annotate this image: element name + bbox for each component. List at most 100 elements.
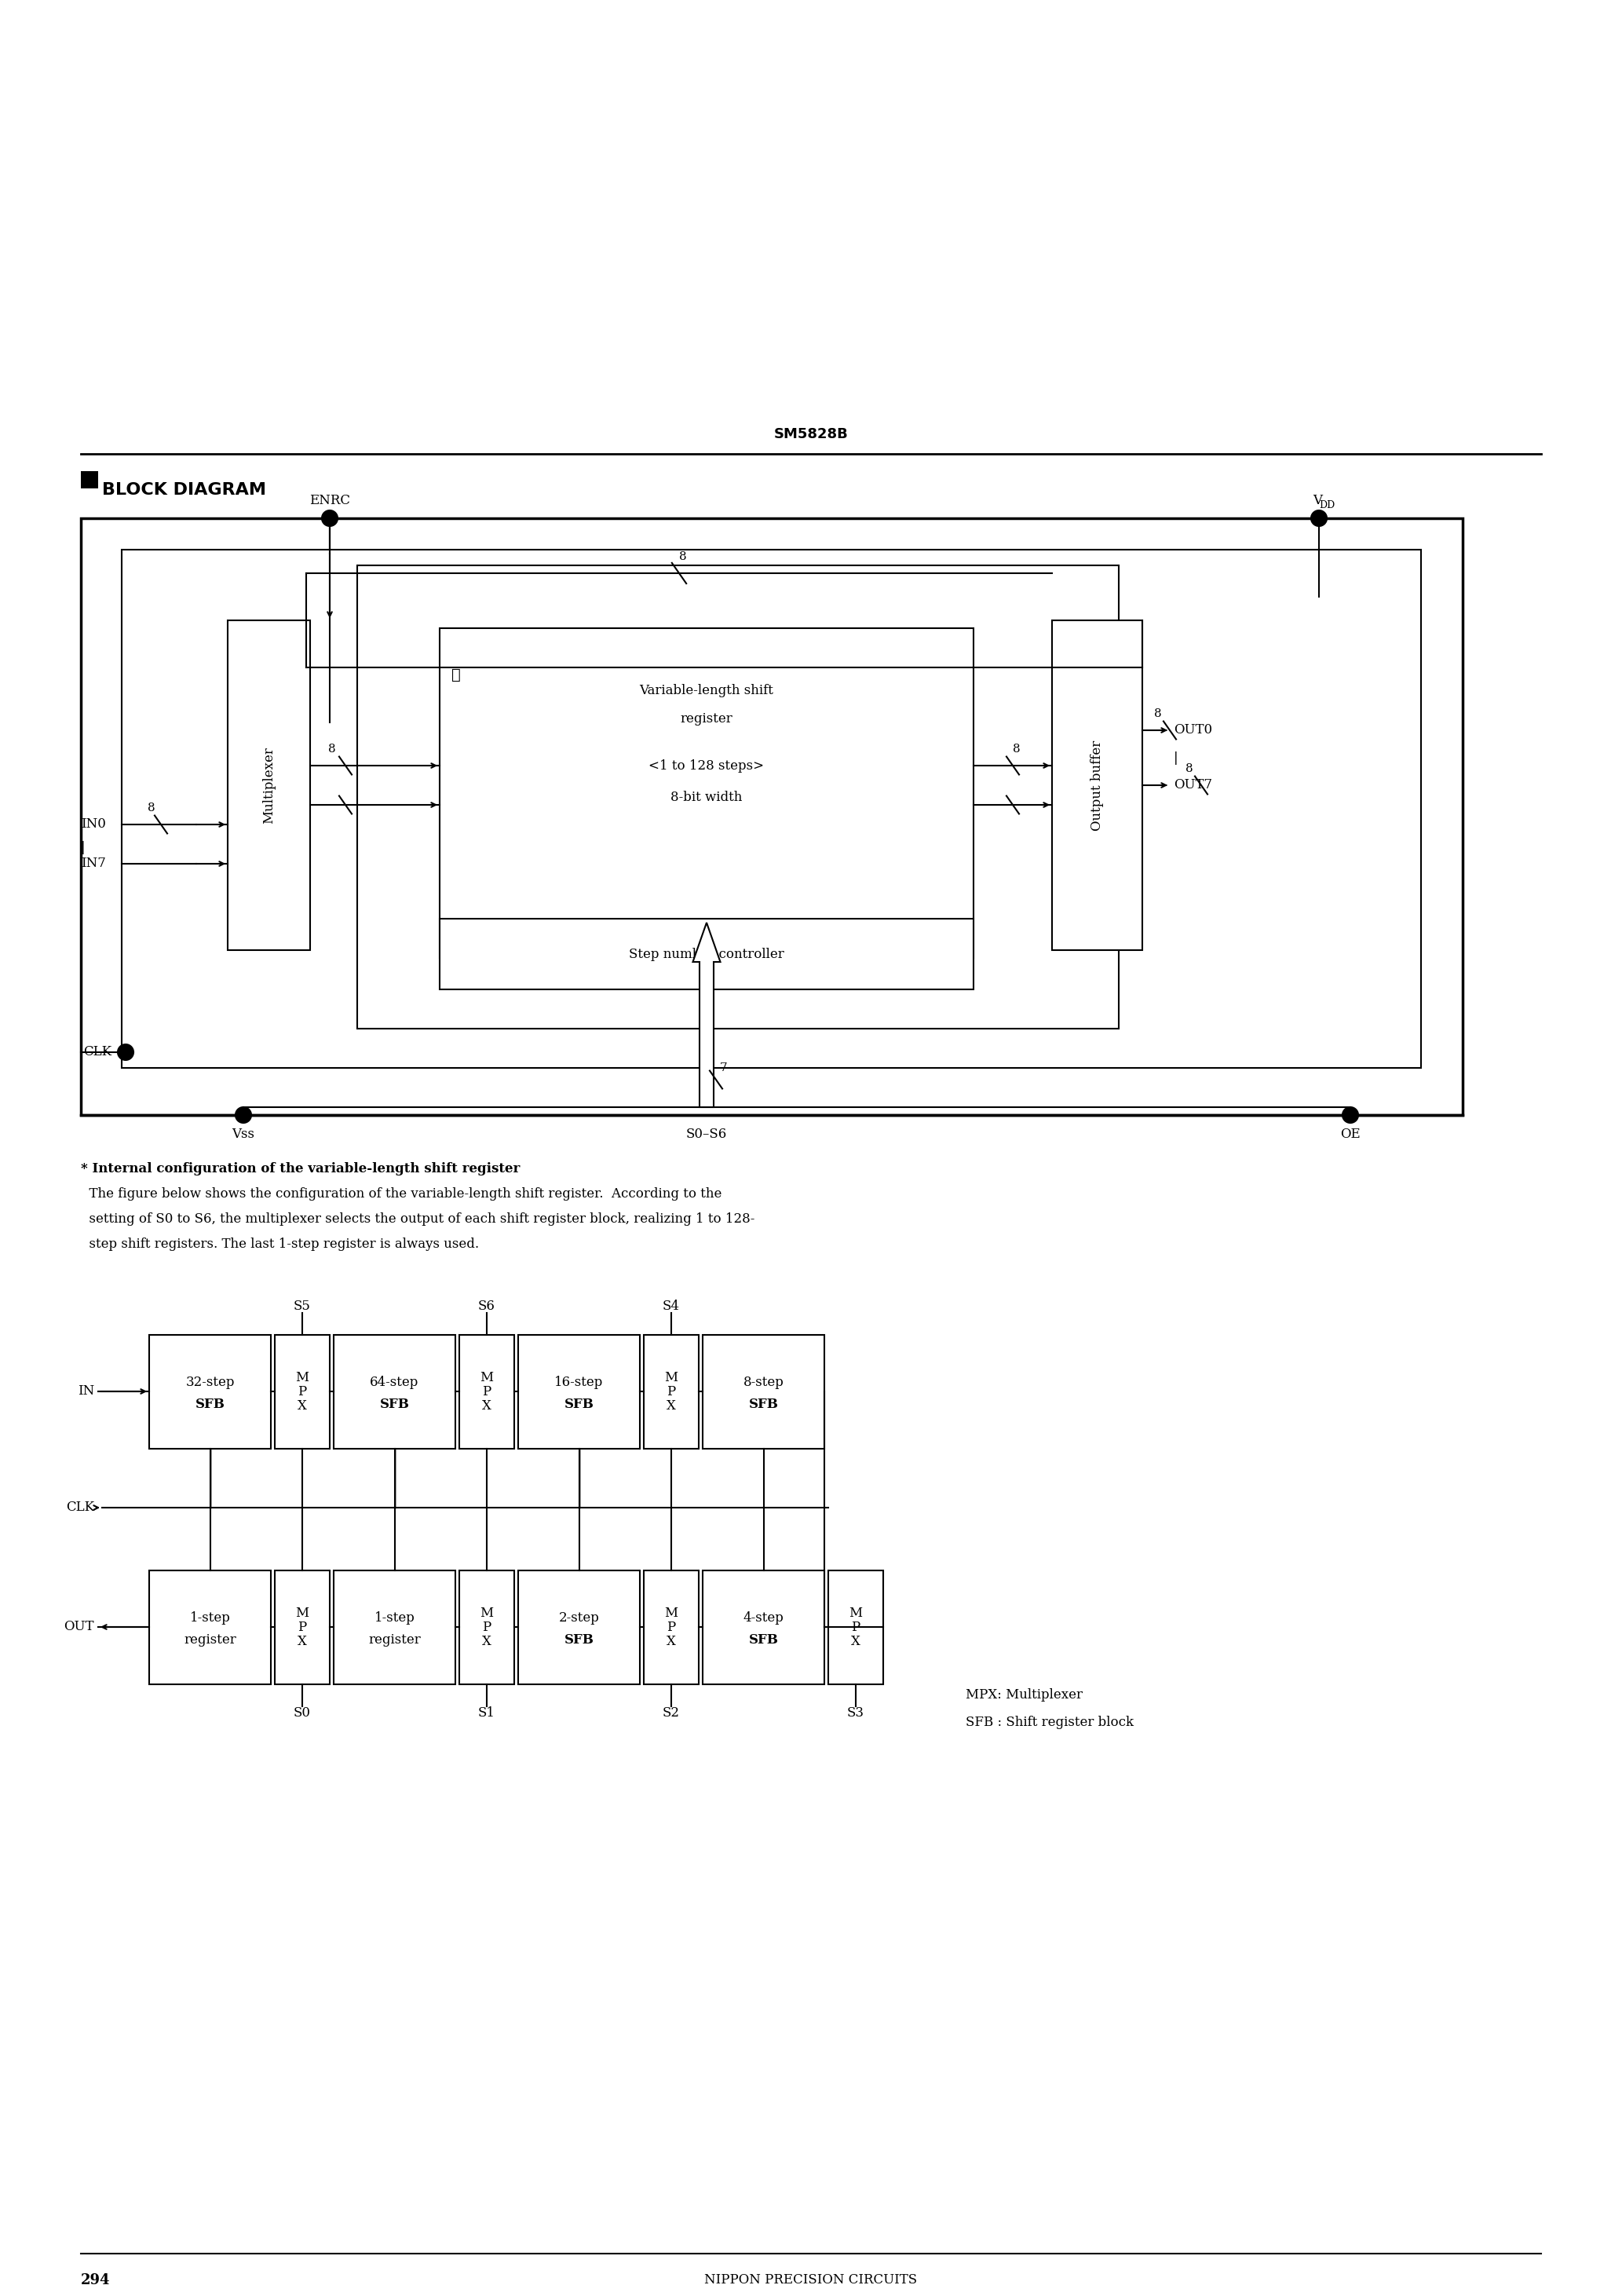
Text: 1-step: 1-step <box>375 1612 415 1626</box>
Text: 8: 8 <box>680 551 686 563</box>
Bar <box>459 1570 514 1685</box>
Text: 8: 8 <box>328 744 336 755</box>
Text: SFB : Shift register block: SFB : Shift register block <box>965 1715 1134 1729</box>
Bar <box>357 565 1119 1029</box>
Circle shape <box>321 510 337 526</box>
Bar <box>644 1570 699 1685</box>
Text: SFB: SFB <box>749 1398 779 1412</box>
Text: MPX: Multiplexer: MPX: Multiplexer <box>965 1688 1082 1701</box>
Text: OUT7: OUT7 <box>1174 778 1212 792</box>
Text: OUT0: OUT0 <box>1174 723 1212 737</box>
Text: 1-step: 1-step <box>190 1612 230 1626</box>
Text: register: register <box>183 1632 237 1646</box>
Text: 8-bit width: 8-bit width <box>672 790 743 804</box>
Bar <box>274 1570 329 1685</box>
Text: SFB: SFB <box>564 1398 594 1412</box>
Text: SFB: SFB <box>564 1632 594 1646</box>
Bar <box>81 471 99 489</box>
Text: X: X <box>852 1635 860 1649</box>
Text: DD: DD <box>1319 501 1335 510</box>
Bar <box>517 1570 639 1685</box>
Bar <box>829 1570 884 1685</box>
Circle shape <box>235 1107 251 1123</box>
Text: 8: 8 <box>1155 707 1161 719</box>
Text: 2-step: 2-step <box>558 1612 600 1626</box>
Bar <box>149 1570 271 1685</box>
Text: X: X <box>297 1635 307 1649</box>
Text: M: M <box>665 1371 678 1384</box>
Text: Step number controller: Step number controller <box>629 948 783 960</box>
Text: S0: S0 <box>294 1706 311 1720</box>
Circle shape <box>1311 510 1327 526</box>
Text: IN: IN <box>78 1384 94 1398</box>
Text: |: | <box>81 840 86 854</box>
Text: ENRC: ENRC <box>310 494 350 507</box>
Text: 64-step: 64-step <box>370 1375 418 1389</box>
Text: step shift registers. The last 1-step register is always used.: step shift registers. The last 1-step re… <box>81 1238 478 1251</box>
Bar <box>440 918 973 990</box>
Text: 8-step: 8-step <box>743 1375 783 1389</box>
Text: P: P <box>298 1621 307 1635</box>
Text: 32-step: 32-step <box>185 1375 235 1389</box>
Text: M: M <box>295 1607 308 1621</box>
Text: <1 to 128 steps>: <1 to 128 steps> <box>649 760 764 771</box>
Text: setting of S0 to S6, the multiplexer selects the output of each shift register b: setting of S0 to S6, the multiplexer sel… <box>81 1212 754 1226</box>
Text: P: P <box>482 1384 491 1398</box>
Circle shape <box>118 1045 133 1061</box>
Text: P: P <box>667 1384 676 1398</box>
Text: OUT: OUT <box>63 1621 94 1635</box>
Text: 7: 7 <box>720 1063 728 1075</box>
Text: 16-step: 16-step <box>555 1375 603 1389</box>
Text: X: X <box>297 1398 307 1412</box>
Bar <box>1053 620 1142 951</box>
Bar <box>227 620 310 951</box>
Text: SFB: SFB <box>749 1632 779 1646</box>
Bar <box>440 629 973 957</box>
Text: 4-step: 4-step <box>743 1612 783 1626</box>
Text: register: register <box>680 712 733 726</box>
Text: SM5828B: SM5828B <box>774 427 848 441</box>
Bar <box>702 1570 824 1685</box>
Text: CLK: CLK <box>67 1502 94 1515</box>
Bar <box>517 1334 639 1449</box>
Text: IN0: IN0 <box>81 817 105 831</box>
Text: S6: S6 <box>478 1300 495 1313</box>
Bar <box>702 1334 824 1449</box>
Text: S3: S3 <box>847 1706 865 1720</box>
Text: ※: ※ <box>451 668 461 682</box>
Text: X: X <box>667 1635 676 1649</box>
Text: NIPPON PRECISION CIRCUITS: NIPPON PRECISION CIRCUITS <box>704 2273 918 2287</box>
Text: P: P <box>852 1621 860 1635</box>
Bar <box>459 1334 514 1449</box>
Text: 8: 8 <box>1186 762 1194 774</box>
Text: |: | <box>1174 751 1178 765</box>
Polygon shape <box>693 923 720 1107</box>
Text: X: X <box>482 1398 491 1412</box>
Bar <box>149 1334 271 1449</box>
Text: IN7: IN7 <box>81 856 105 870</box>
Text: M: M <box>848 1607 863 1621</box>
Text: Multiplexer: Multiplexer <box>263 746 276 824</box>
Bar <box>334 1570 456 1685</box>
Text: S2: S2 <box>663 1706 680 1720</box>
Text: X: X <box>482 1635 491 1649</box>
Bar <box>334 1334 456 1449</box>
Text: OE: OE <box>1340 1127 1361 1141</box>
Text: M: M <box>480 1371 493 1384</box>
Bar <box>274 1334 329 1449</box>
Text: BLOCK DIAGRAM: BLOCK DIAGRAM <box>102 482 266 498</box>
Text: SFB: SFB <box>195 1398 225 1412</box>
Text: P: P <box>482 1621 491 1635</box>
Bar <box>122 549 1421 1068</box>
Text: 294: 294 <box>81 2273 110 2287</box>
Text: V: V <box>1312 494 1322 507</box>
Text: S0–S6: S0–S6 <box>686 1127 727 1141</box>
Text: Output buffer: Output buffer <box>1090 739 1105 831</box>
Text: CLK: CLK <box>83 1045 112 1058</box>
Circle shape <box>1343 1107 1358 1123</box>
Bar <box>644 1334 699 1449</box>
Text: M: M <box>295 1371 308 1384</box>
Text: register: register <box>368 1632 420 1646</box>
Text: P: P <box>298 1384 307 1398</box>
Text: X: X <box>667 1398 676 1412</box>
